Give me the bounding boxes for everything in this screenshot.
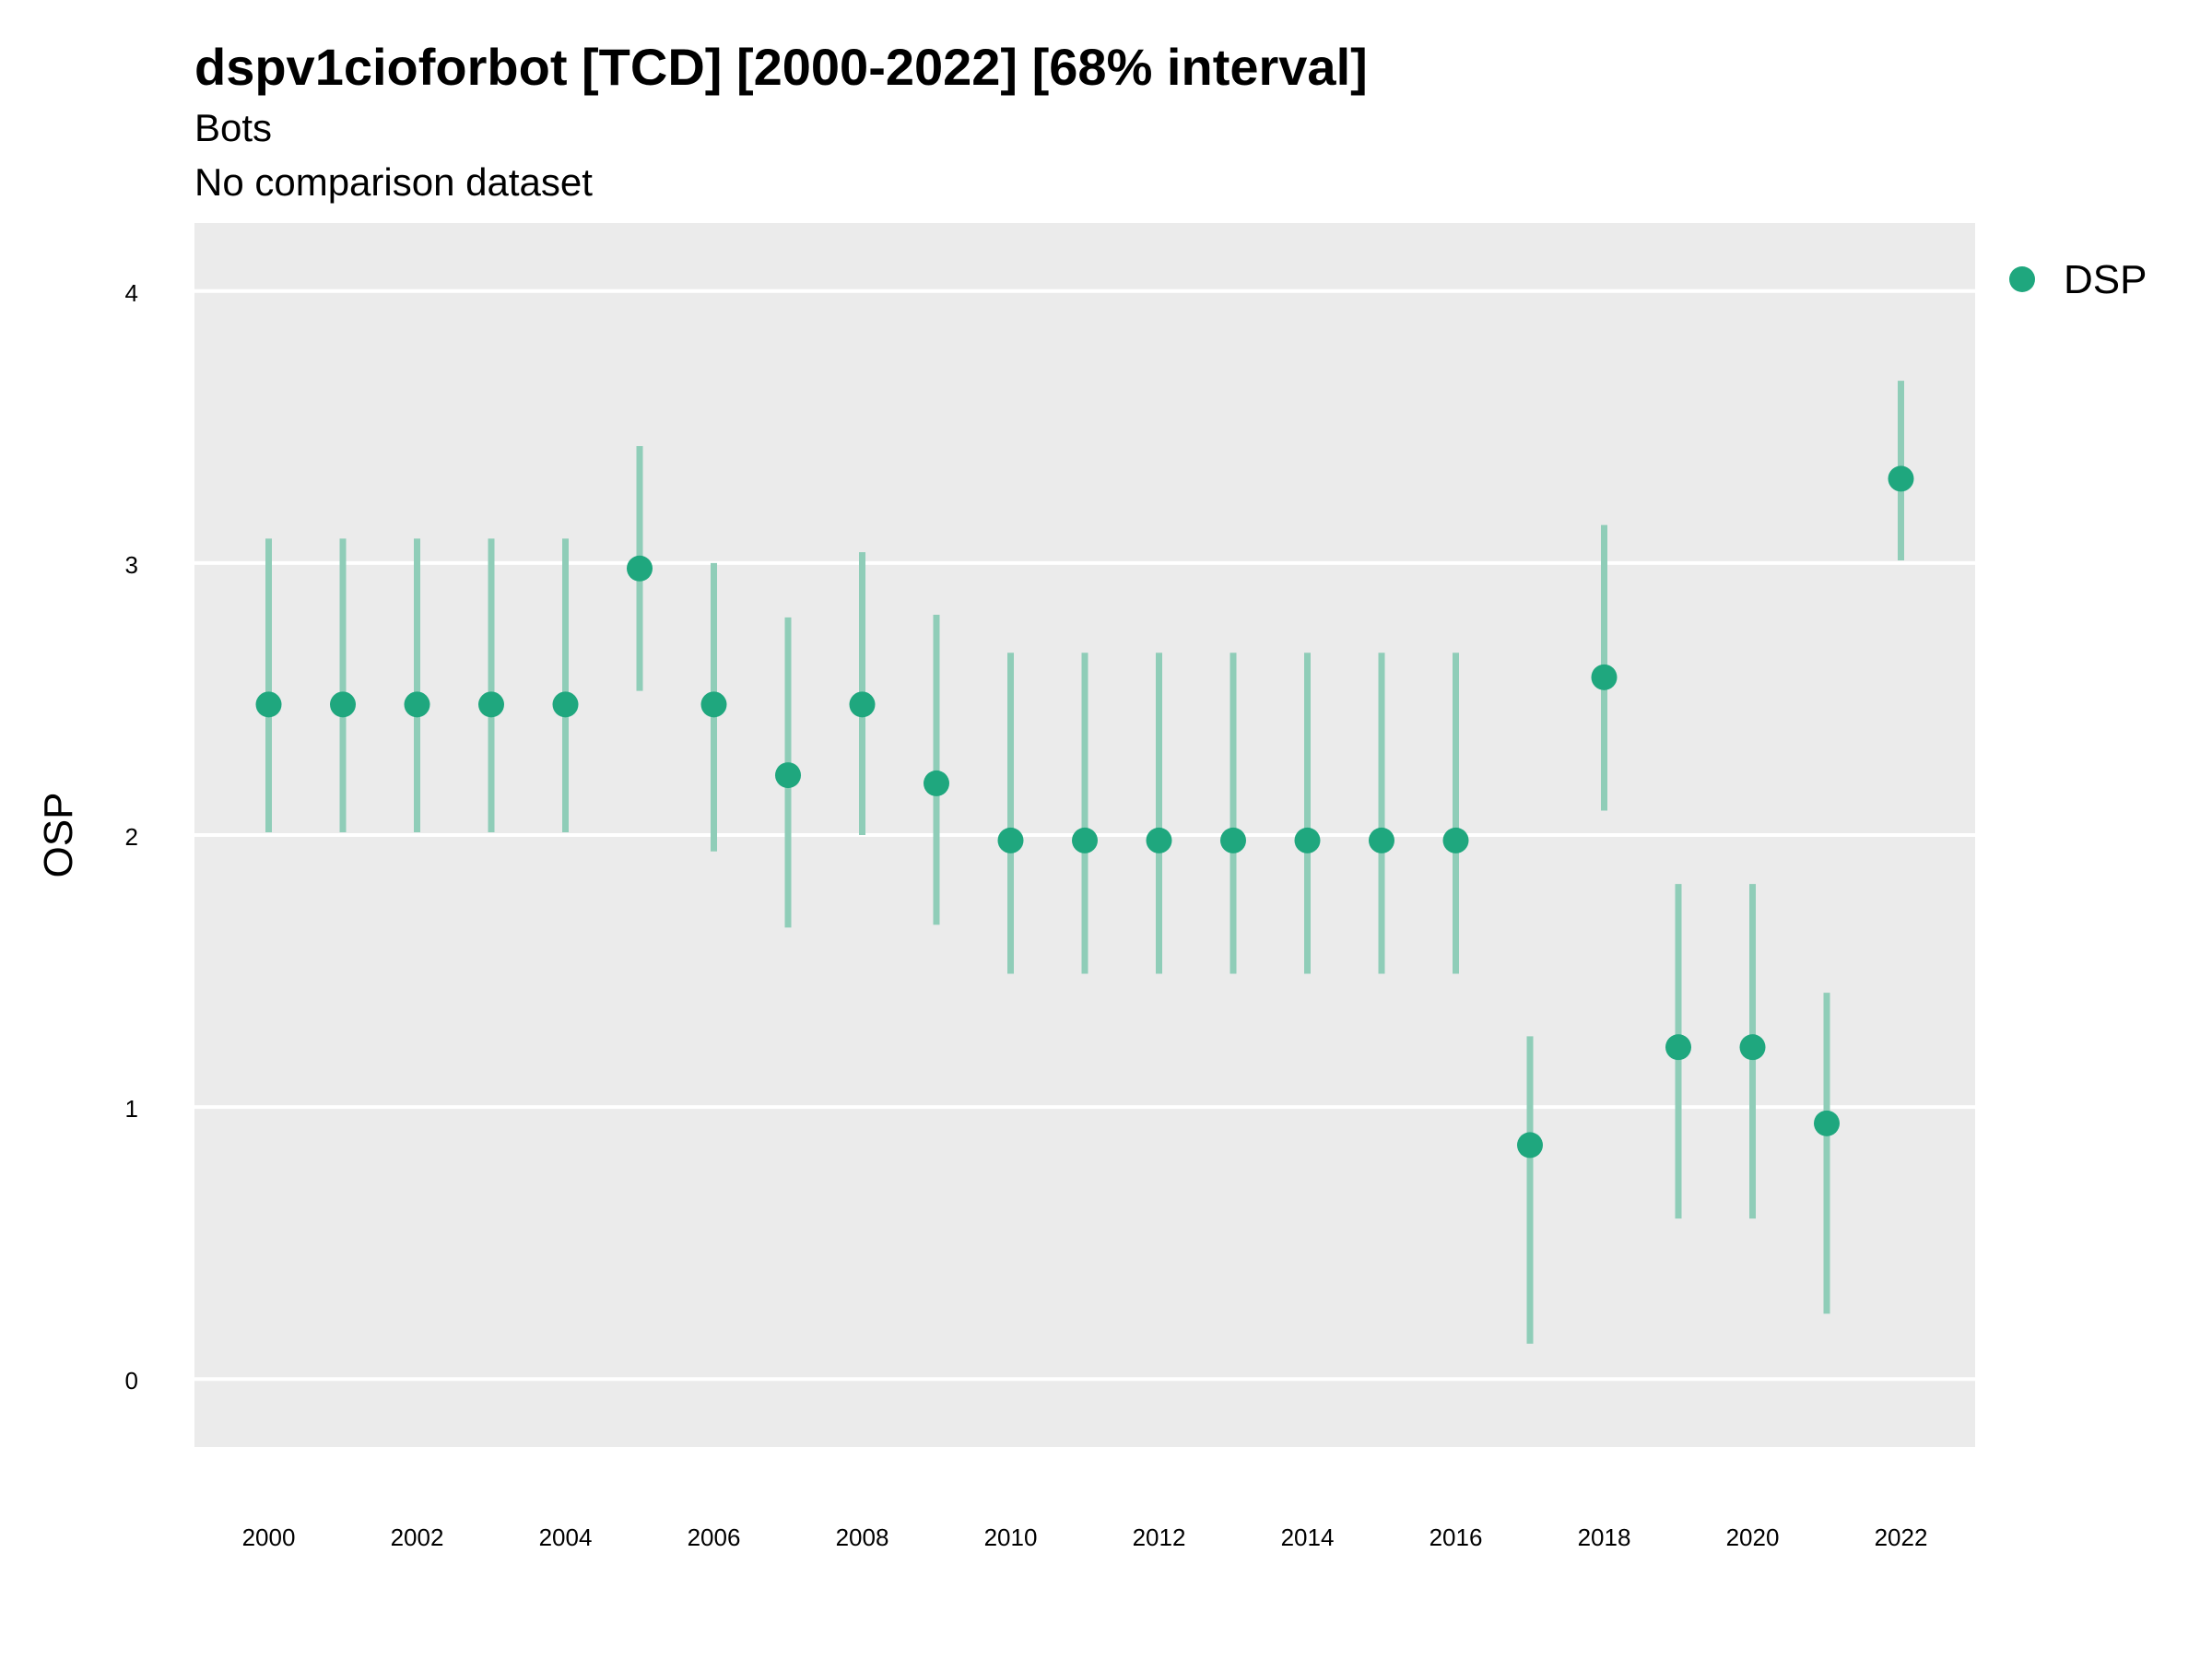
data-point-2006 [700,691,727,718]
data-point-2009 [924,770,949,796]
legend: DSP [2009,257,2147,302]
data-point-2016 [1442,827,1469,853]
legend-key-dsp [2009,266,2035,292]
x-tick-label-2020: 2020 [1726,1524,1780,1551]
data-point-2017 [1517,1132,1543,1159]
data-point-2018 [1591,664,1618,690]
data-points [255,465,1914,1159]
x-tick-label-2016: 2016 [1430,1524,1483,1551]
y-tick-label-1: 1 [125,1095,138,1123]
x-tick-label-2012: 2012 [1133,1524,1186,1551]
data-point-2013 [1220,827,1246,853]
y-axis-title: OSP [36,793,81,878]
chart-title: dspv1cioforbot [TCD] [2000-2022] [68% in… [194,38,1368,96]
chart-subtitle: Bots [194,106,272,149]
x-tick-label-2004: 2004 [539,1524,593,1551]
y-tick-label-0: 0 [125,1367,138,1394]
y-tick-label-3: 3 [125,551,138,579]
data-point-2008 [849,691,876,718]
data-point-2003 [478,691,504,718]
data-point-2015 [1369,827,1394,853]
data-point-2002 [404,691,430,718]
x-axis-ticks: 2000 2002 2004 2006 2008 2010 2012 2014 2016 2018… [242,1524,1928,1551]
data-point-2007 [775,762,801,789]
data-point-2004 [552,691,579,718]
x-tick-label-2002: 2002 [391,1524,444,1551]
x-tick-label-2022: 2022 [1875,1524,1928,1551]
legend-label-dsp: DSP [2064,257,2147,302]
data-point-2012 [1146,827,1172,853]
data-point-2001 [330,691,356,718]
x-tick-label-2014: 2014 [1281,1524,1335,1551]
data-point-2000 [255,691,282,718]
x-tick-label-2018: 2018 [1578,1524,1631,1551]
y-tick-label-4: 4 [125,279,138,307]
data-point-2005 [627,555,653,582]
data-point-2020 [1739,1034,1766,1061]
x-tick-label-2008: 2008 [836,1524,889,1551]
x-tick-label-2000: 2000 [242,1524,296,1551]
chart-caption: No comparison dataset [194,160,593,204]
data-point-2014 [1294,827,1321,853]
y-axis-ticks: 0 1 2 3 4 [125,279,138,1394]
data-point-2011 [1072,827,1098,853]
x-tick-label-2010: 2010 [984,1524,1038,1551]
y-tick-label-2: 2 [125,823,138,851]
data-point-2019 [1665,1034,1691,1061]
data-point-2022 [1888,465,1914,492]
data-point-2021 [1814,1110,1840,1136]
x-tick-label-2006: 2006 [688,1524,741,1551]
data-point-2010 [997,827,1024,853]
